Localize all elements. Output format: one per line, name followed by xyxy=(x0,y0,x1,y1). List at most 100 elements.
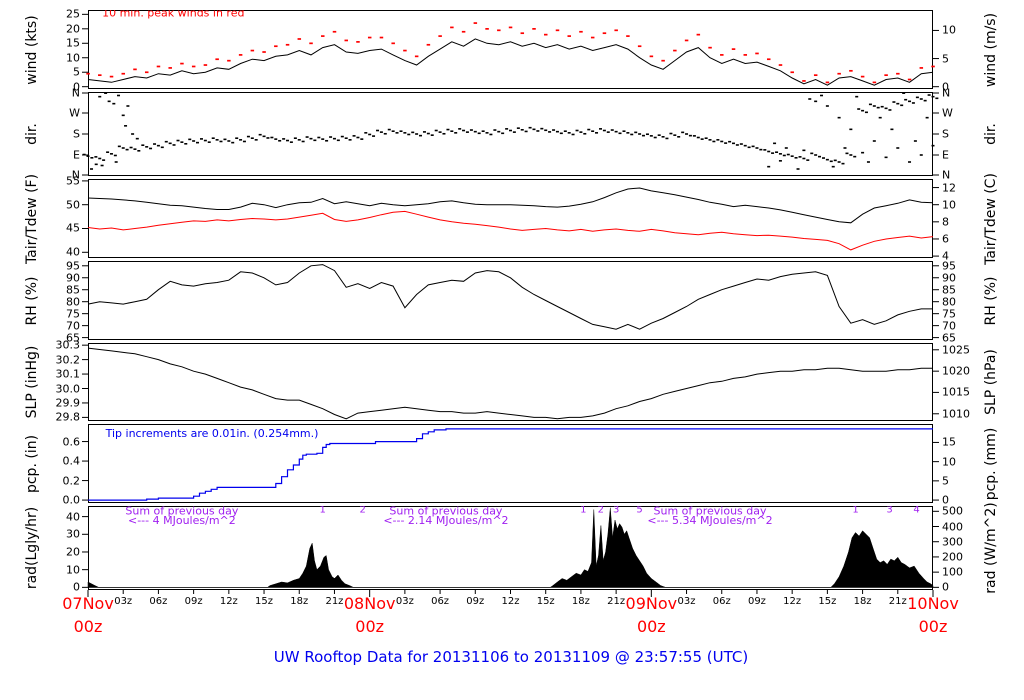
series-peak-wind-10min xyxy=(86,22,935,84)
y-tick-label-right-rad: 500 xyxy=(942,504,963,518)
axis-title-left-rh: RH (%) xyxy=(24,276,40,325)
y-tick-label-left-wind: 20 xyxy=(66,22,80,36)
axis-title-right-dir: dir. xyxy=(983,123,999,145)
y-tick-label-left-slp: 30.0 xyxy=(55,382,81,395)
y-tick-label-left-tair: 40 xyxy=(66,245,80,259)
y-tick-label-right-tair: 10 xyxy=(942,198,956,212)
y-tick-label-right-rh: 95 xyxy=(942,259,956,273)
panel-frame xyxy=(88,179,933,258)
y-tick-label-right-rh: 65 xyxy=(942,331,956,345)
panel-frame xyxy=(88,10,933,89)
y-tick-label-left-tair: 55 xyxy=(66,174,80,188)
y-tick-label-right-wind: 0 xyxy=(942,80,949,94)
x-tick-label: 18z xyxy=(853,596,872,607)
y-tick-label-left-pcp: 0.4 xyxy=(62,454,81,468)
y-tick-label-left-rad: 30 xyxy=(66,527,80,541)
day-label: 09Nov 00z xyxy=(625,594,678,637)
axis-title-right-pcp: pcp. (mm) xyxy=(983,427,999,500)
y-tick-label-left-rad: 10 xyxy=(66,563,80,577)
series-relative-humidity xyxy=(87,264,933,330)
y-tick-label-left-dir: W xyxy=(69,106,80,120)
axis-title-left-pcp: pcp. (in) xyxy=(24,434,40,493)
y-tick-label-right-rh: 90 xyxy=(942,271,956,285)
x-tick-label: 15z xyxy=(255,596,274,607)
annotation-rad: Sum of previous day xyxy=(389,506,503,517)
annotation-pcp: Tip increments are 0.01in. (0.254mm.) xyxy=(105,427,319,440)
y-tick-label-right-tair: 4 xyxy=(942,249,949,263)
y-tick-label-right-dir: W xyxy=(942,106,953,120)
y-tick-label-right-rad: 0 xyxy=(942,580,949,594)
y-tick-label-right-slp: 1015 xyxy=(942,385,970,399)
axis-title-left-slp: SLP (inHg) xyxy=(24,345,40,419)
panel-frame xyxy=(88,261,933,340)
day-label: 07Nov 00z xyxy=(62,594,114,637)
x-tick-label: 21z xyxy=(888,596,907,607)
y-tick-label-left-rad: 0 xyxy=(73,580,80,594)
axis-title-right-wind: wind (m/s) xyxy=(983,12,999,87)
x-tick-label: 12z xyxy=(783,596,802,607)
y-tick-label-left-rad: 20 xyxy=(66,545,80,559)
series-wind-direction-scatter xyxy=(90,92,935,170)
annotation-rad: 3 xyxy=(613,506,619,516)
y-tick-label-left-rh: 75 xyxy=(66,307,80,321)
y-tick-label-left-slp: 29.8 xyxy=(55,410,81,424)
x-tick-label: 18z xyxy=(571,596,590,607)
y-tick-label-right-slp: 1025 xyxy=(942,343,970,357)
panel-rad: Sum of previous day <--- 4 MJoules/m^2 Sum… xyxy=(81,506,940,590)
y-tick-label-right-wind: 10 xyxy=(942,23,956,37)
day-label: 08Nov 00z xyxy=(343,594,396,637)
day-label: 10Nov 00z xyxy=(907,594,959,637)
x-tick-label: 15z xyxy=(536,596,555,607)
y-tick-label-left-wind: 5 xyxy=(73,65,80,79)
annotation-rad: 1 xyxy=(852,506,858,516)
y-tick-label-right-rad: 300 xyxy=(942,535,963,549)
x-tick-label: 03z xyxy=(677,596,696,607)
x-tick-label: 21z xyxy=(607,596,626,607)
y-tick-label-right-dir: N xyxy=(942,168,951,182)
y-tick-label-left-tair: 50 xyxy=(66,198,80,212)
y-tick-label-left-rh: 65 xyxy=(66,331,80,345)
y-tick-label-right-pcp: 0 xyxy=(942,493,949,507)
annotation-rad: 4 xyxy=(913,506,919,516)
series-solar-radiation xyxy=(87,507,934,588)
annotation-rad: <--- 5.34 MJoules/m^2 xyxy=(647,514,772,527)
panel-frame xyxy=(88,92,933,176)
x-tick-label: 03z xyxy=(114,596,133,607)
annotation-rad: 1 xyxy=(580,506,586,516)
x-tick-label: 12z xyxy=(501,596,520,607)
y-tick-label-right-rh: 80 xyxy=(942,295,956,309)
x-tick-label: 09z xyxy=(184,596,203,607)
x-tick-label: 09z xyxy=(466,596,485,607)
panel-pcp: Tip increments are 0.01in. (0.254mm.) xyxy=(81,424,940,503)
y-tick-label-left-rh: 80 xyxy=(66,295,80,309)
y-tick-label-left-dir: S xyxy=(73,127,80,141)
y-tick-label-right-wind: 5 xyxy=(942,52,949,66)
x-tick-label: 03z xyxy=(395,596,414,607)
y-tick-label-right-tair: 12 xyxy=(942,181,956,195)
axis-title-left-wind: wind (kts) xyxy=(24,14,40,85)
y-tick-label-left-slp: 29.9 xyxy=(55,396,81,410)
x-tick-label: 18z xyxy=(290,596,309,607)
y-tick-label-right-rad: 200 xyxy=(942,550,963,564)
y-tick-label-right-rad: 100 xyxy=(942,565,963,579)
annotation-rad: Sum of previous day xyxy=(653,506,767,517)
y-tick-label-right-dir: E xyxy=(942,148,949,162)
y-tick-label-left-pcp: 0.6 xyxy=(62,435,81,449)
panel-wind: 10 min. peak winds in red xyxy=(81,10,940,89)
y-tick-label-right-slp: 1020 xyxy=(942,364,970,378)
y-tick-label-right-rh: 70 xyxy=(942,319,956,333)
y-tick-label-right-pcp: 15 xyxy=(942,435,956,449)
y-tick-label-right-dir: N xyxy=(942,86,951,100)
x-axis-strip xyxy=(87,590,934,597)
x-tick-label: 06z xyxy=(149,596,168,607)
y-tick-label-left-slp: 30.3 xyxy=(55,338,81,352)
axis-title-right-slp: SLP (hPa) xyxy=(983,349,999,415)
x-tick-label: 06z xyxy=(431,596,450,607)
panel-frame xyxy=(88,506,933,590)
y-tick-label-left-wind: 10 xyxy=(66,51,80,65)
y-tick-label-right-rh: 85 xyxy=(942,283,956,297)
x-tick-label: 15z xyxy=(818,596,837,607)
y-tick-label-left-pcp: 0.2 xyxy=(62,474,81,488)
panel-frame xyxy=(88,424,933,503)
y-tick-label-left-wind: 15 xyxy=(66,36,80,50)
